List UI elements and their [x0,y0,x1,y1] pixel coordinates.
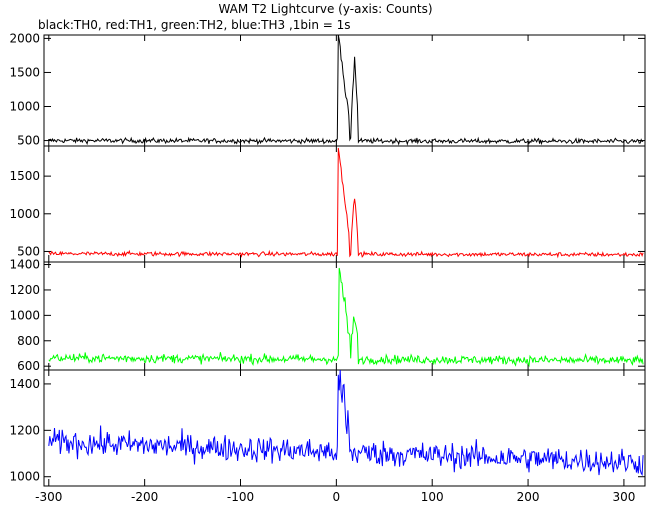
panel-3-frame [43,261,646,371]
y-tick-label: 1000 [9,207,40,221]
x-tick-label: 300 [612,490,635,504]
series-trace-panel-1 [48,34,644,146]
panel-2-frame [43,145,646,263]
x-tick-label: -200 [131,490,158,504]
chart-title: WAM T2 Lightcurve (y-axis: Counts) [218,2,433,16]
y-tick-label: 500 [17,244,40,258]
y-tick-label: 1000 [9,308,40,322]
series-trace-panel-3 [48,267,644,368]
y-tick-label: 1200 [9,283,40,297]
y-tick-label: 1400 [9,258,40,272]
y-tick-label: 1500 [9,169,40,183]
x-tick-label: 0 [333,490,341,504]
x-tick-label: 200 [517,490,540,504]
y-tick-label: 600 [17,359,40,373]
y-tick-label: 1400 [9,377,40,391]
chart-subtitle-legend: black:TH0, red:TH1, green:TH2, blue:TH3 … [38,18,351,32]
y-tick-label: 1000 [9,100,40,114]
y-tick-label: 1500 [9,65,40,79]
x-tick-label: 100 [421,490,444,504]
x-tick-label: -100 [227,490,254,504]
series-trace-panel-2 [48,147,644,259]
y-tick-label: 1000 [9,470,40,484]
panel-4-frame [43,369,646,487]
y-tick-label: 1200 [9,423,40,437]
x-tick-label: -300 [35,490,62,504]
y-tick-label: 2000 [9,31,40,45]
y-tick-label: 800 [17,334,40,348]
series-trace-panel-4 [48,369,644,477]
y-tick-label: 500 [17,134,40,148]
